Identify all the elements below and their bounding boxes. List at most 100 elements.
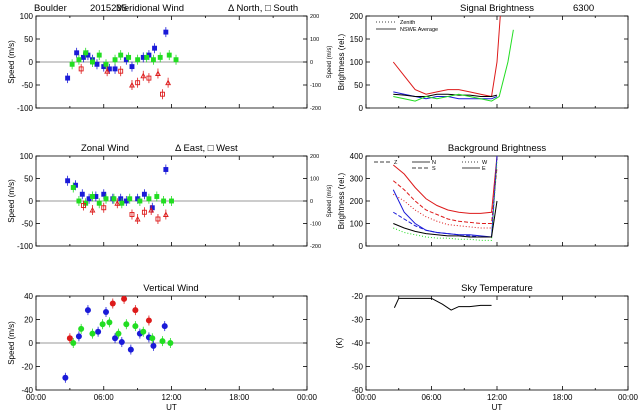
y-tick-label-right: -200 — [310, 244, 321, 250]
panel-background_brightness: Background Brightness 400 300 200 100 0 Bright… — [337, 143, 629, 251]
date-code: 2015235 — [90, 3, 127, 14]
y-tick-label: 50 — [354, 81, 363, 90]
wavelength-label: 6300 — [573, 3, 594, 14]
x-tick-label: 00:00 — [618, 393, 639, 402]
x-tick-label: 06:00 — [94, 393, 115, 402]
data-point — [157, 54, 163, 60]
data-point — [79, 191, 85, 197]
y-tick-label: 0 — [359, 242, 364, 251]
data-point — [76, 198, 82, 204]
x-tick-label: 00:00 — [26, 393, 47, 402]
data-point — [95, 328, 102, 335]
x-tick-label: 00:00 — [297, 393, 318, 402]
data-point — [115, 330, 122, 337]
data-point — [155, 216, 161, 222]
series-line — [392, 156, 498, 214]
plot-area — [392, 156, 498, 241]
data-point — [132, 307, 139, 314]
y-tick-label: 50 — [24, 175, 33, 184]
data-point — [101, 191, 107, 197]
data-point — [103, 61, 109, 67]
y-tick-label: 200 — [350, 12, 364, 21]
data-point — [121, 296, 128, 302]
series-line — [393, 93, 498, 97]
data-point — [167, 340, 174, 346]
x-tick-label: 18:00 — [552, 393, 573, 402]
y-tick-label-right: -100 — [310, 222, 321, 228]
data-point — [166, 52, 172, 58]
data-point — [127, 346, 134, 353]
data-point — [141, 209, 147, 215]
panel-title: Zonal Wind — [81, 143, 129, 154]
legend-label: NSWE Average — [400, 27, 438, 33]
y-axis-label: Speed (m/s) — [7, 179, 16, 223]
series-line — [392, 167, 498, 224]
data-point — [123, 321, 130, 328]
series-line — [392, 16, 501, 98]
y-tick-label: -20 — [21, 363, 33, 372]
series-line — [393, 211, 492, 238]
y-tick-label: 0 — [29, 339, 34, 348]
data-point — [96, 52, 102, 58]
data-point — [76, 57, 82, 63]
legend-label: E — [482, 166, 486, 172]
data-point — [169, 198, 174, 204]
y-tick-label: 100 — [20, 152, 34, 161]
x-axis-label: UT — [492, 403, 503, 412]
y-tick-label: 20 — [24, 316, 33, 325]
data-point — [118, 339, 125, 346]
data-point — [70, 340, 77, 346]
plot-area — [36, 27, 307, 100]
data-point — [129, 212, 135, 217]
data-point — [101, 205, 107, 211]
y-axis-label: Brightness (rel.) — [337, 172, 346, 229]
data-point — [96, 200, 102, 206]
data-point — [132, 323, 139, 330]
data-point — [161, 198, 167, 204]
site-name: Boulder — [34, 3, 67, 14]
data-point — [83, 50, 89, 56]
data-point — [62, 374, 69, 381]
data-point — [163, 167, 169, 172]
data-point — [118, 68, 124, 74]
data-point — [146, 75, 152, 81]
y-tick-label: -100 — [17, 242, 34, 251]
y-tick-label: 40 — [24, 292, 33, 301]
data-point — [127, 196, 133, 202]
y-tick-label: -50 — [21, 81, 33, 90]
y-tick-label: -30 — [351, 316, 363, 325]
y-tick-label: -40 — [351, 339, 363, 348]
data-point — [70, 185, 76, 190]
legend-label: Z — [394, 160, 398, 166]
data-point — [103, 308, 110, 315]
y-tick-label-right: 0 — [310, 199, 313, 205]
data-point — [118, 52, 124, 58]
panel-title: Signal Brightness — [460, 3, 534, 14]
y-axis-label: Brightness (rel.) — [337, 33, 346, 90]
data-point — [66, 335, 73, 342]
data-point — [78, 66, 84, 72]
data-point — [104, 68, 111, 74]
y-axis-label-right: Speed (m/s) — [327, 46, 333, 79]
data-point — [109, 300, 116, 307]
y-axis-label: Speed (m/s) — [7, 40, 16, 84]
x-tick-label: 12:00 — [487, 393, 508, 402]
data-point — [103, 196, 109, 202]
plot-area — [393, 297, 492, 311]
data-point — [140, 328, 147, 335]
x-tick-label: 00:00 — [356, 393, 377, 402]
y-tick-label-right: -200 — [310, 106, 321, 112]
x-axis-label: UT — [166, 403, 177, 412]
series-line — [393, 297, 492, 311]
series-line — [393, 200, 498, 238]
data-point — [163, 29, 169, 35]
y-tick-label: 0 — [29, 197, 34, 206]
data-point — [106, 319, 113, 326]
data-point — [152, 45, 158, 51]
y-tick-label: -60 — [351, 386, 363, 395]
data-point — [65, 75, 71, 81]
legend-label: S — [432, 166, 436, 172]
y-tick-label: 400 — [350, 152, 364, 161]
y-axis-label: Speed (m/s) — [7, 321, 16, 365]
data-point — [140, 72, 147, 79]
